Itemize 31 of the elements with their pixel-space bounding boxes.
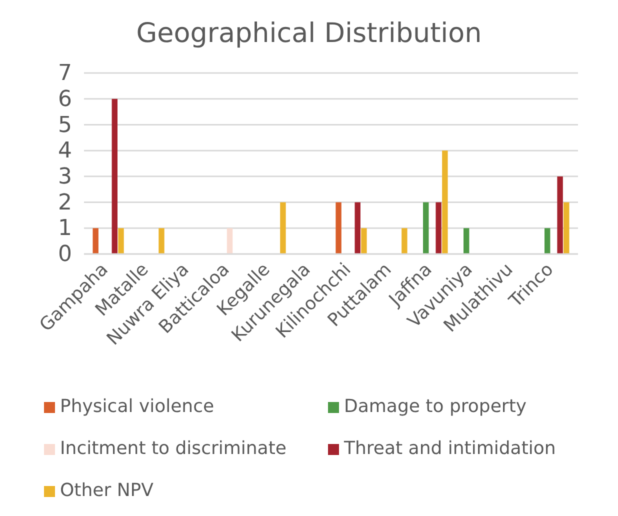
bar [226,228,233,254]
bar [336,202,342,254]
bar [361,228,367,254]
chart-title: Geographical Distribution [136,18,482,49]
y-tick-label: 6 [58,86,72,112]
bar [544,228,550,254]
bar [118,228,124,254]
y-tick-label: 3 [58,164,72,190]
legend-label: Physical violence [60,396,214,417]
bar [423,202,429,254]
legend-label: Other NPV [60,480,154,501]
y-tick-label: 7 [58,61,72,86]
bar [280,202,286,254]
bar [464,228,470,254]
y-tick-label: 4 [58,138,72,164]
bar [564,202,570,254]
bar [92,228,98,254]
legend-label: Damage to property [344,396,527,417]
bar [354,202,360,254]
bar [402,228,408,254]
y-tick-label: 2 [58,190,72,216]
legend-label: Threat and intimidation [343,438,556,459]
bar [442,150,448,254]
y-tick-label: 0 [58,242,72,268]
bar [158,228,164,254]
bar [436,202,442,254]
bar [112,98,118,254]
y-tick-label: 5 [58,112,72,138]
y-tick-label: 1 [58,216,72,242]
bar [557,176,563,254]
legend-label: Incitment to discriminate [60,438,286,459]
